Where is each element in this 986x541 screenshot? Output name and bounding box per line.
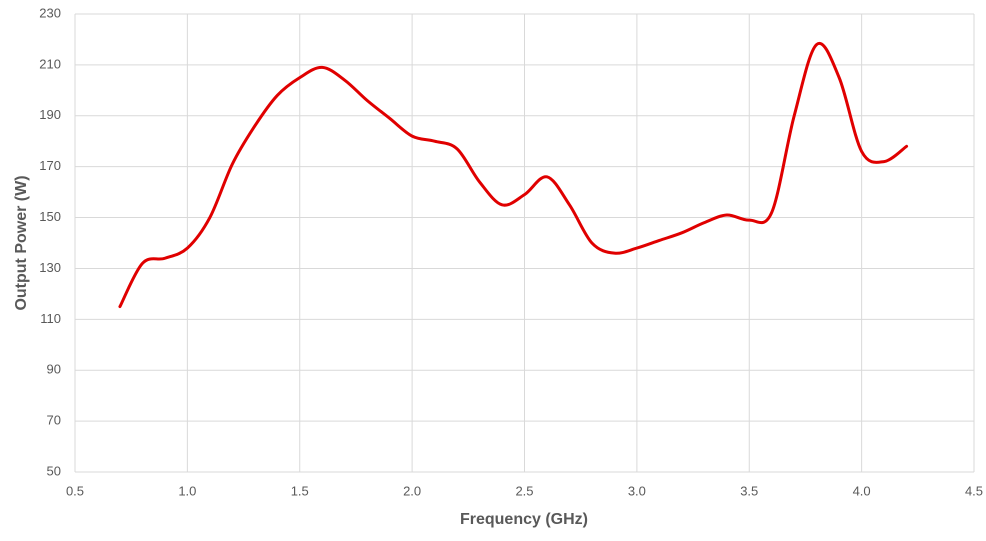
data-line	[118, 41, 909, 309]
x-tick-label: 1.5	[291, 483, 309, 498]
y-tick-label: 70	[47, 413, 61, 428]
x-tick-label: 0.5	[66, 483, 84, 498]
x-tick-label: 2.0	[403, 483, 421, 498]
y-tick-label: 110	[40, 311, 61, 326]
x-tick-label: 2.5	[515, 483, 533, 498]
x-tick-label: 1.0	[178, 483, 196, 498]
y-tick-label: 190	[39, 107, 61, 122]
x-axis-title: Frequency (GHz)	[460, 511, 588, 528]
y-tick-label: 170	[39, 158, 61, 173]
x-tick-label: 4.0	[853, 483, 871, 498]
y-tick-label: 210	[39, 56, 61, 71]
x-tick-label: 4.5	[965, 483, 983, 498]
y-tick-label: 130	[39, 260, 61, 275]
y-tick-label: 50	[47, 463, 61, 478]
y-axis-title: Output Power (W)	[13, 175, 30, 310]
x-tick-label: 3.5	[740, 483, 758, 498]
y-tick-label: 150	[39, 209, 61, 224]
y-tick-label: 90	[47, 362, 61, 377]
y-tick-label: 230	[39, 5, 61, 20]
x-tick-label: 3.0	[628, 483, 646, 498]
